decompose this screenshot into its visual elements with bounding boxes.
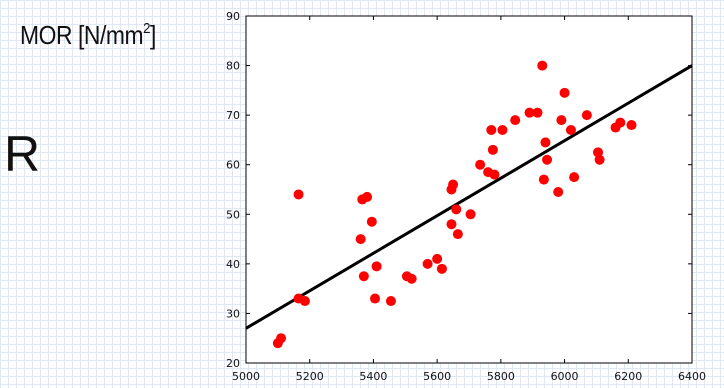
data-point — [581, 110, 592, 121]
data-point — [487, 144, 498, 155]
data-point — [371, 261, 382, 272]
x-tick-label: 5600 — [423, 370, 451, 383]
data-point — [569, 172, 580, 183]
data-point — [565, 125, 576, 136]
x-tick-label: 5400 — [359, 370, 387, 383]
data-point — [556, 115, 567, 126]
y-tick-label: 20 — [226, 357, 240, 370]
x-tick-label: 5200 — [296, 370, 324, 383]
y-tick-label: 30 — [226, 307, 240, 320]
y-tick-label: 80 — [226, 60, 240, 73]
data-point — [406, 273, 417, 284]
y-tick-label: 50 — [226, 208, 240, 221]
data-point — [370, 293, 381, 304]
data-point — [486, 125, 497, 136]
regression-group — [245, 64, 693, 330]
y-axis-label: MOR [N/mm2] — [20, 20, 156, 51]
y-tick-label: 60 — [226, 159, 240, 172]
x-tick-label: 5000 — [232, 370, 260, 383]
side-letter: R — [4, 126, 41, 182]
data-point — [532, 107, 543, 118]
data-point — [489, 169, 500, 180]
data-point — [362, 191, 373, 202]
data-point — [615, 117, 626, 128]
data-point — [293, 189, 304, 200]
y-tick-label: 90 — [226, 10, 240, 23]
data-point — [537, 60, 548, 71]
data-point — [451, 204, 462, 215]
y-tick-label: 70 — [226, 109, 240, 122]
data-point — [465, 209, 476, 220]
data-point — [448, 179, 459, 190]
y-axis-label-close: ] — [150, 20, 156, 50]
data-point — [594, 154, 605, 165]
data-point — [436, 263, 447, 274]
x-tick-label: 6200 — [614, 370, 642, 383]
data-point — [355, 234, 366, 245]
x-tick-label: 6400 — [678, 370, 706, 383]
data-point — [553, 186, 564, 197]
axes: 5000 5200 5400 5600 5800 6000 6200 6400 20 30 40 50… — [226, 10, 706, 383]
data-point — [422, 258, 433, 269]
data-point — [358, 271, 369, 282]
data-point — [385, 296, 396, 307]
data-point — [524, 107, 535, 118]
y-axis-label-text: MOR [N/mm — [20, 20, 144, 50]
points-group — [272, 60, 637, 349]
x-tick-label: 5800 — [487, 370, 515, 383]
data-point — [446, 219, 457, 230]
data-point — [542, 154, 553, 165]
data-point — [276, 333, 287, 344]
regression-line — [245, 64, 693, 330]
y-axis-label-exponent: 2 — [143, 20, 151, 37]
data-point — [540, 137, 551, 148]
data-point — [538, 174, 549, 185]
data-point — [432, 253, 443, 264]
data-point — [497, 125, 508, 136]
data-point — [475, 159, 486, 170]
data-point — [299, 296, 310, 307]
data-point — [452, 229, 463, 240]
plot-area — [246, 16, 692, 363]
data-point — [510, 115, 521, 126]
data-point — [559, 87, 570, 98]
y-tick-label: 40 — [226, 258, 240, 271]
data-point — [626, 120, 637, 131]
data-point — [366, 216, 377, 227]
x-tick-label: 6000 — [551, 370, 579, 383]
plot-frame — [245, 15, 693, 364]
data-point — [593, 147, 604, 158]
